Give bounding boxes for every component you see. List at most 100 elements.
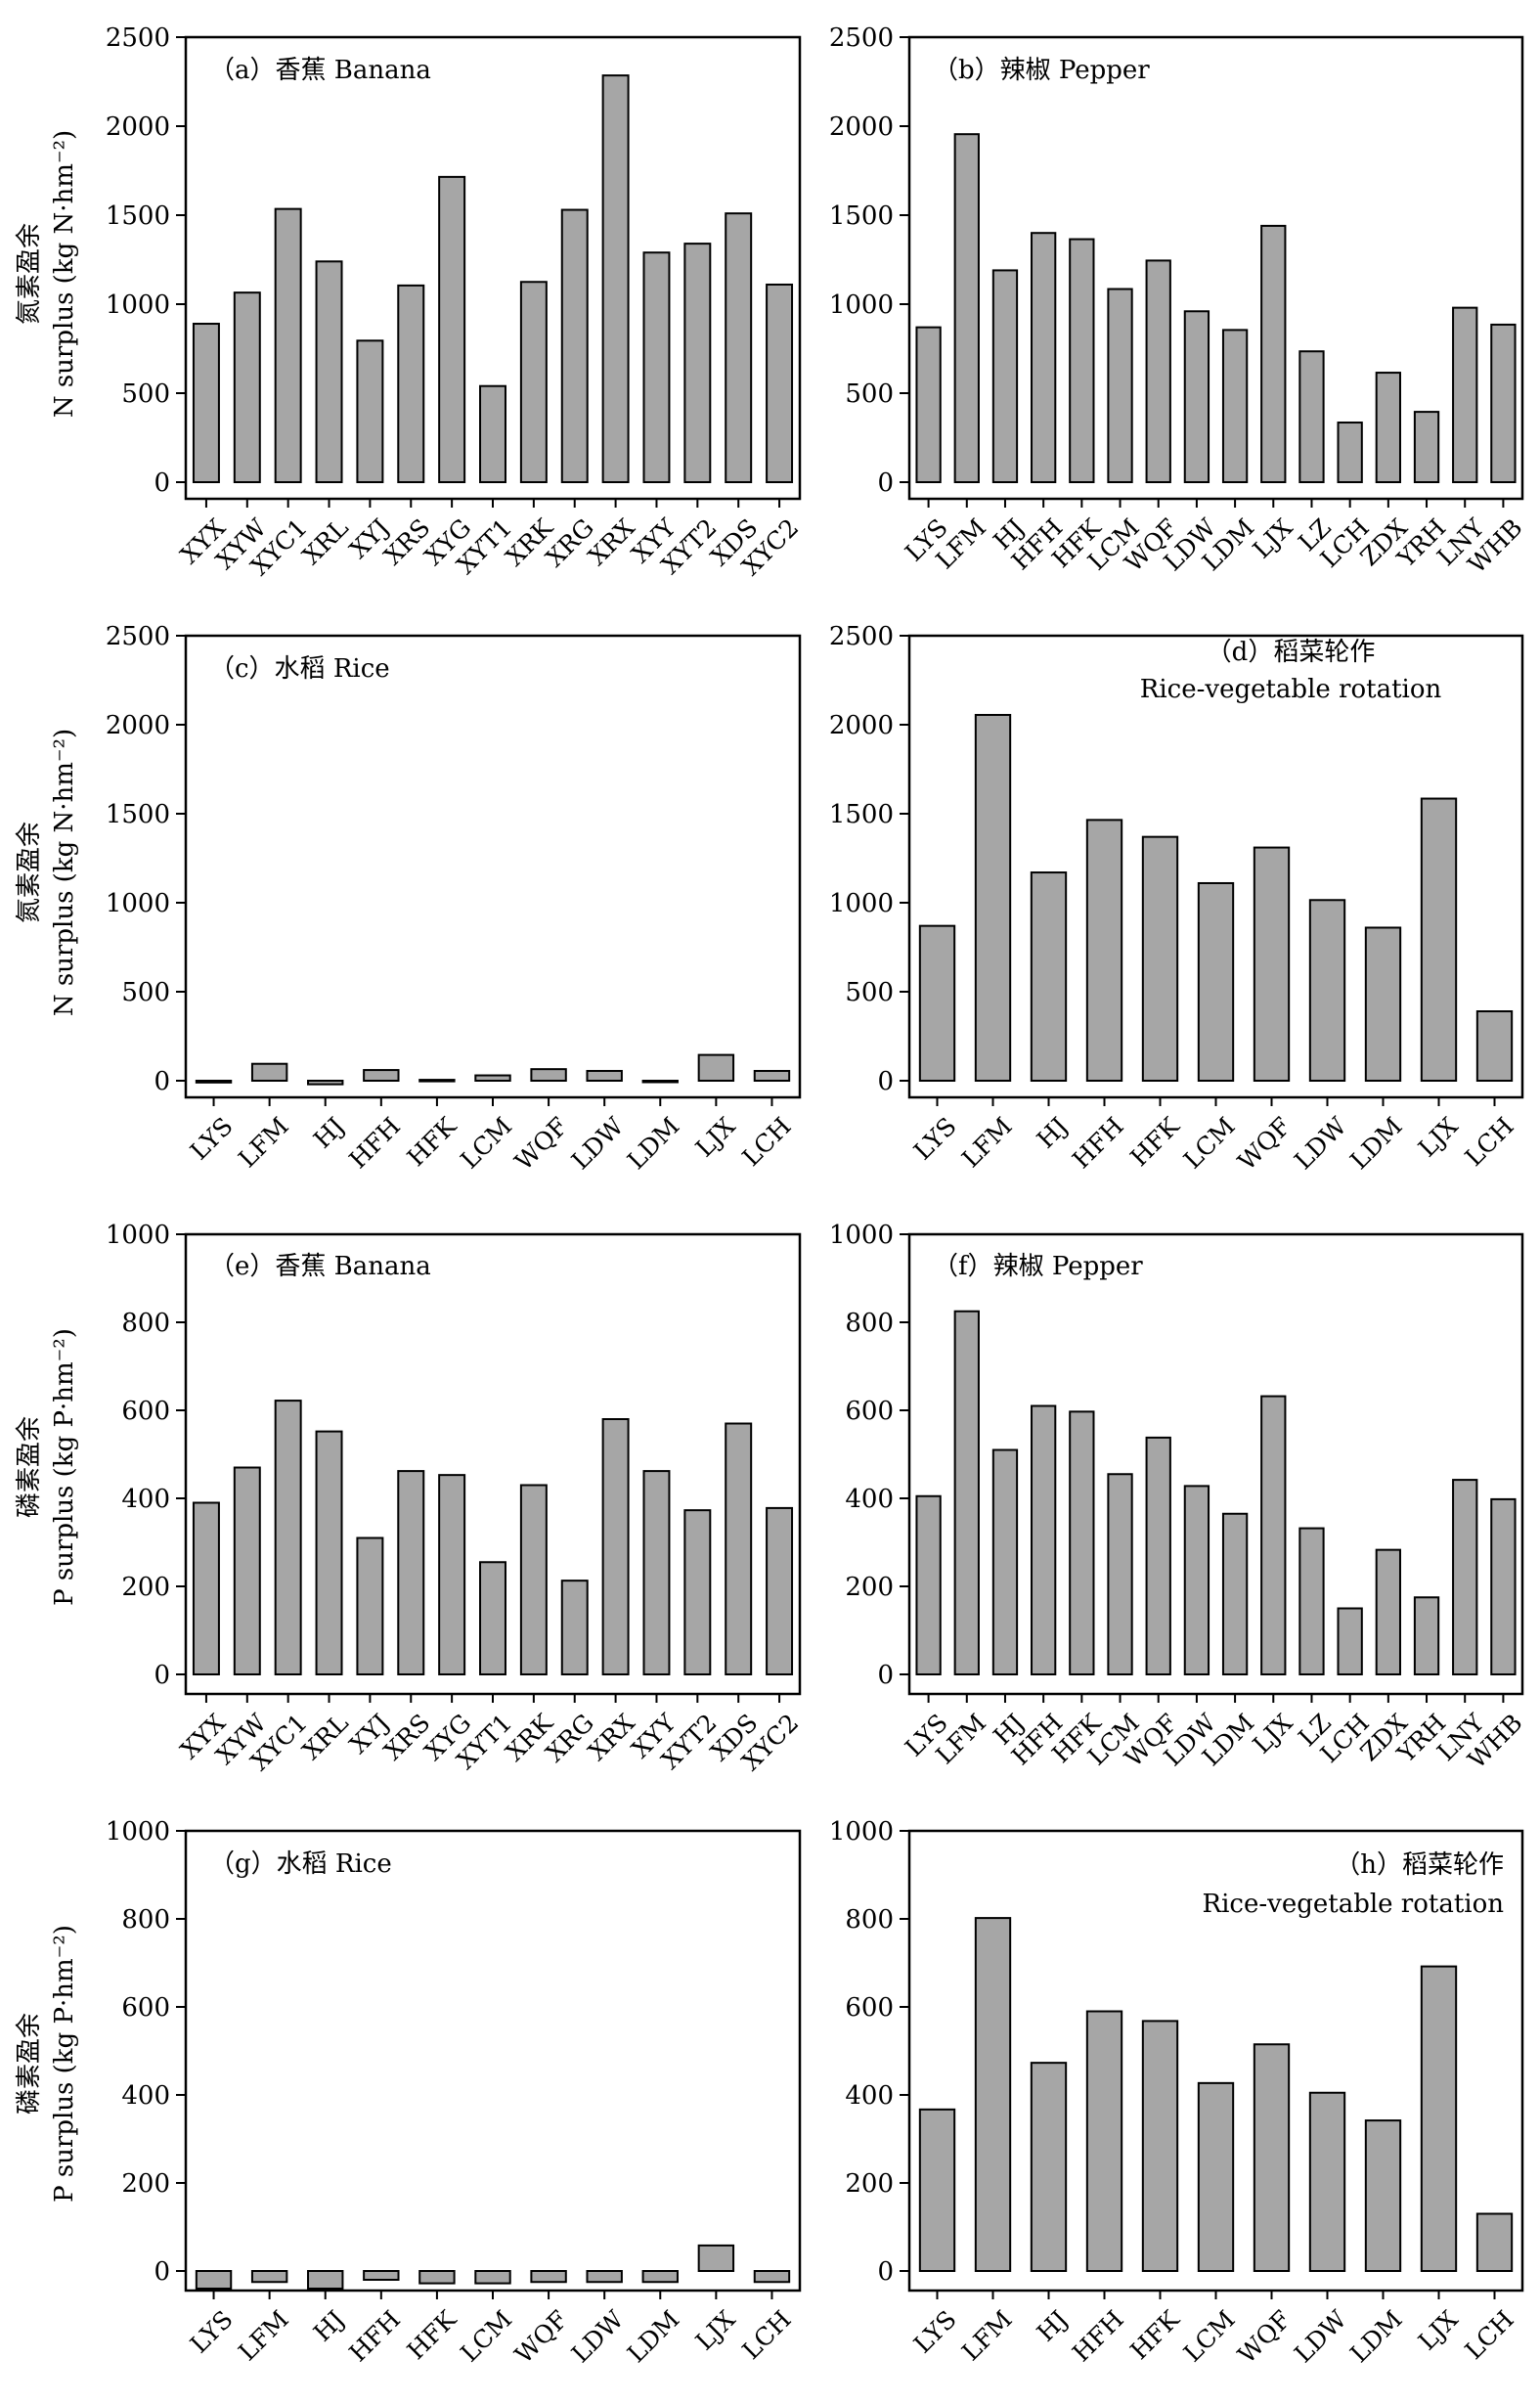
bar-XRG — [560, 208, 589, 483]
x-tick-label: LDM — [1344, 2305, 1408, 2369]
x-tick-label: HFH — [1067, 1112, 1129, 1175]
x-tick-label: HFH — [343, 1112, 406, 1175]
bar-LCM — [1197, 2081, 1235, 2273]
y-axis-label-cn: 氮素盈余 — [15, 223, 44, 325]
y-tick-label: 500 — [121, 978, 170, 1007]
bar-LFM — [974, 1917, 1012, 2272]
bar-LYS — [195, 2270, 233, 2290]
bar-WQF — [1145, 259, 1171, 483]
y-tick-label: 0 — [154, 1067, 170, 1096]
x-tick-label: LJX — [1413, 2305, 1464, 2356]
bar-LFM — [953, 1310, 980, 1675]
y-tick-label: 0 — [154, 1661, 170, 1690]
bar-XRS — [397, 1470, 425, 1675]
x-tick-label: HFH — [1067, 2305, 1129, 2368]
x-tick-label: HFK — [402, 2304, 462, 2365]
bar-LDM — [641, 2270, 679, 2284]
panel-e: 02004006008001000XYXXYWXYC1XRLXYJXRSXYGX… — [106, 1221, 804, 1776]
bar-XYY — [642, 251, 671, 483]
y-tick-label: 800 — [121, 1905, 170, 1935]
bar-WQF — [530, 2270, 567, 2284]
y-tick-label: 600 — [845, 1993, 894, 2023]
x-tick-label: LFM — [233, 2305, 294, 2367]
y-tick-label: 400 — [121, 2081, 170, 2111]
x-tick-label: WQF — [1232, 2305, 1296, 2369]
bar-HJ — [991, 269, 1019, 484]
panel-title: （a）香蕉 Banana — [209, 56, 431, 85]
bar-XYC2 — [766, 283, 794, 484]
x-tick-label: LDM — [622, 1112, 685, 1176]
bar-LCH — [1475, 2212, 1514, 2272]
bar-LCH — [1337, 422, 1363, 483]
y-tick-label: 2500 — [106, 622, 170, 651]
x-tick-label: HJ — [308, 1112, 350, 1154]
y-tick-label: 1500 — [106, 800, 170, 829]
panel-b: 05001000150020002500LYSLFMHJHFHHFKLCMWQF… — [829, 23, 1528, 579]
x-tick-label: LDW — [566, 2305, 630, 2369]
plot-frame — [184, 634, 802, 1099]
bar-XYG — [438, 175, 466, 483]
x-tick-label: WQF — [509, 2305, 573, 2369]
x-tick-label: LCH — [737, 2305, 797, 2365]
bar-WQF — [1145, 1436, 1171, 1676]
y-axis-label: 磷素盈余 P surplus (kg P·hm⁻²) — [15, 1925, 79, 2203]
bar-LCH — [1475, 1010, 1514, 1083]
x-tick-label: HFH — [343, 2305, 406, 2368]
y-tick-label: 1000 — [829, 1221, 894, 1250]
x-tick-label: LCM — [1178, 1112, 1241, 1175]
panel-title: （g）水稻 Rice — [209, 1849, 392, 1879]
y-tick-label: 0 — [877, 2257, 894, 2287]
bar-ZDX — [1375, 1548, 1401, 1676]
panel-title: （c）水稻 Rice — [209, 654, 390, 684]
x-tick-label: LDM — [1344, 1112, 1408, 1176]
bar-WQF — [1253, 2043, 1291, 2272]
x-tick-label: LYS — [185, 2305, 239, 2359]
bar-XRL — [315, 1430, 343, 1675]
bar-XYC2 — [766, 1506, 794, 1676]
bar-LNY — [1452, 306, 1478, 484]
bar-HFH — [1031, 232, 1057, 483]
bar-YRH — [1413, 1596, 1440, 1675]
bar-HFH — [1031, 1404, 1057, 1675]
x-tick-label: LCM — [455, 2305, 517, 2368]
bar-XDS — [725, 212, 753, 483]
x-tick-label: HFK — [402, 1111, 462, 1172]
y-tick-label: 1000 — [106, 290, 170, 320]
x-tick-label: LFM — [956, 2305, 1018, 2367]
y-tick-label: 2500 — [829, 23, 894, 53]
x-tick-label: LDM — [622, 2305, 685, 2369]
bar-LJX — [1260, 224, 1287, 483]
bar-XYT1 — [479, 1561, 506, 1675]
y-tick-label: 200 — [121, 1573, 170, 1602]
x-tick-label: WQF — [509, 1112, 573, 1176]
bar-LJX — [1420, 1965, 1458, 2272]
bar-ZDX — [1375, 372, 1401, 484]
panel-title: （e）香蕉 Banana — [209, 1252, 431, 1281]
y-tick-label: 2000 — [829, 112, 894, 142]
bar-XYJ — [356, 339, 384, 483]
y-tick-label: 500 — [121, 379, 170, 409]
x-tick-label: LDW — [1289, 1112, 1352, 1176]
bar-WQF — [530, 1068, 567, 1083]
x-tick-label: LFM — [956, 1112, 1018, 1174]
bar-LDW — [1308, 899, 1346, 1083]
plot-frame — [907, 1232, 1524, 1696]
bar-HFK — [1141, 2020, 1179, 2272]
bar-LJX — [1420, 797, 1458, 1083]
y-axis-label-cn: 磷素盈余 — [15, 2013, 44, 2115]
panel-a: 05001000150020002500XYXXYWXYC1XRLXYJXRSX… — [106, 23, 804, 581]
bar-LDW — [586, 1069, 623, 1082]
x-tick-label: LCM — [1178, 2305, 1241, 2368]
bar-XRX — [601, 1418, 630, 1675]
bar-XYW — [233, 1466, 261, 1675]
bar-LCM — [1107, 1473, 1133, 1675]
y-tick-label: 2000 — [106, 711, 170, 740]
x-tick-label: LJX — [690, 1112, 741, 1163]
y-tick-label: 0 — [877, 1661, 894, 1690]
bar-LDM — [1221, 329, 1249, 484]
